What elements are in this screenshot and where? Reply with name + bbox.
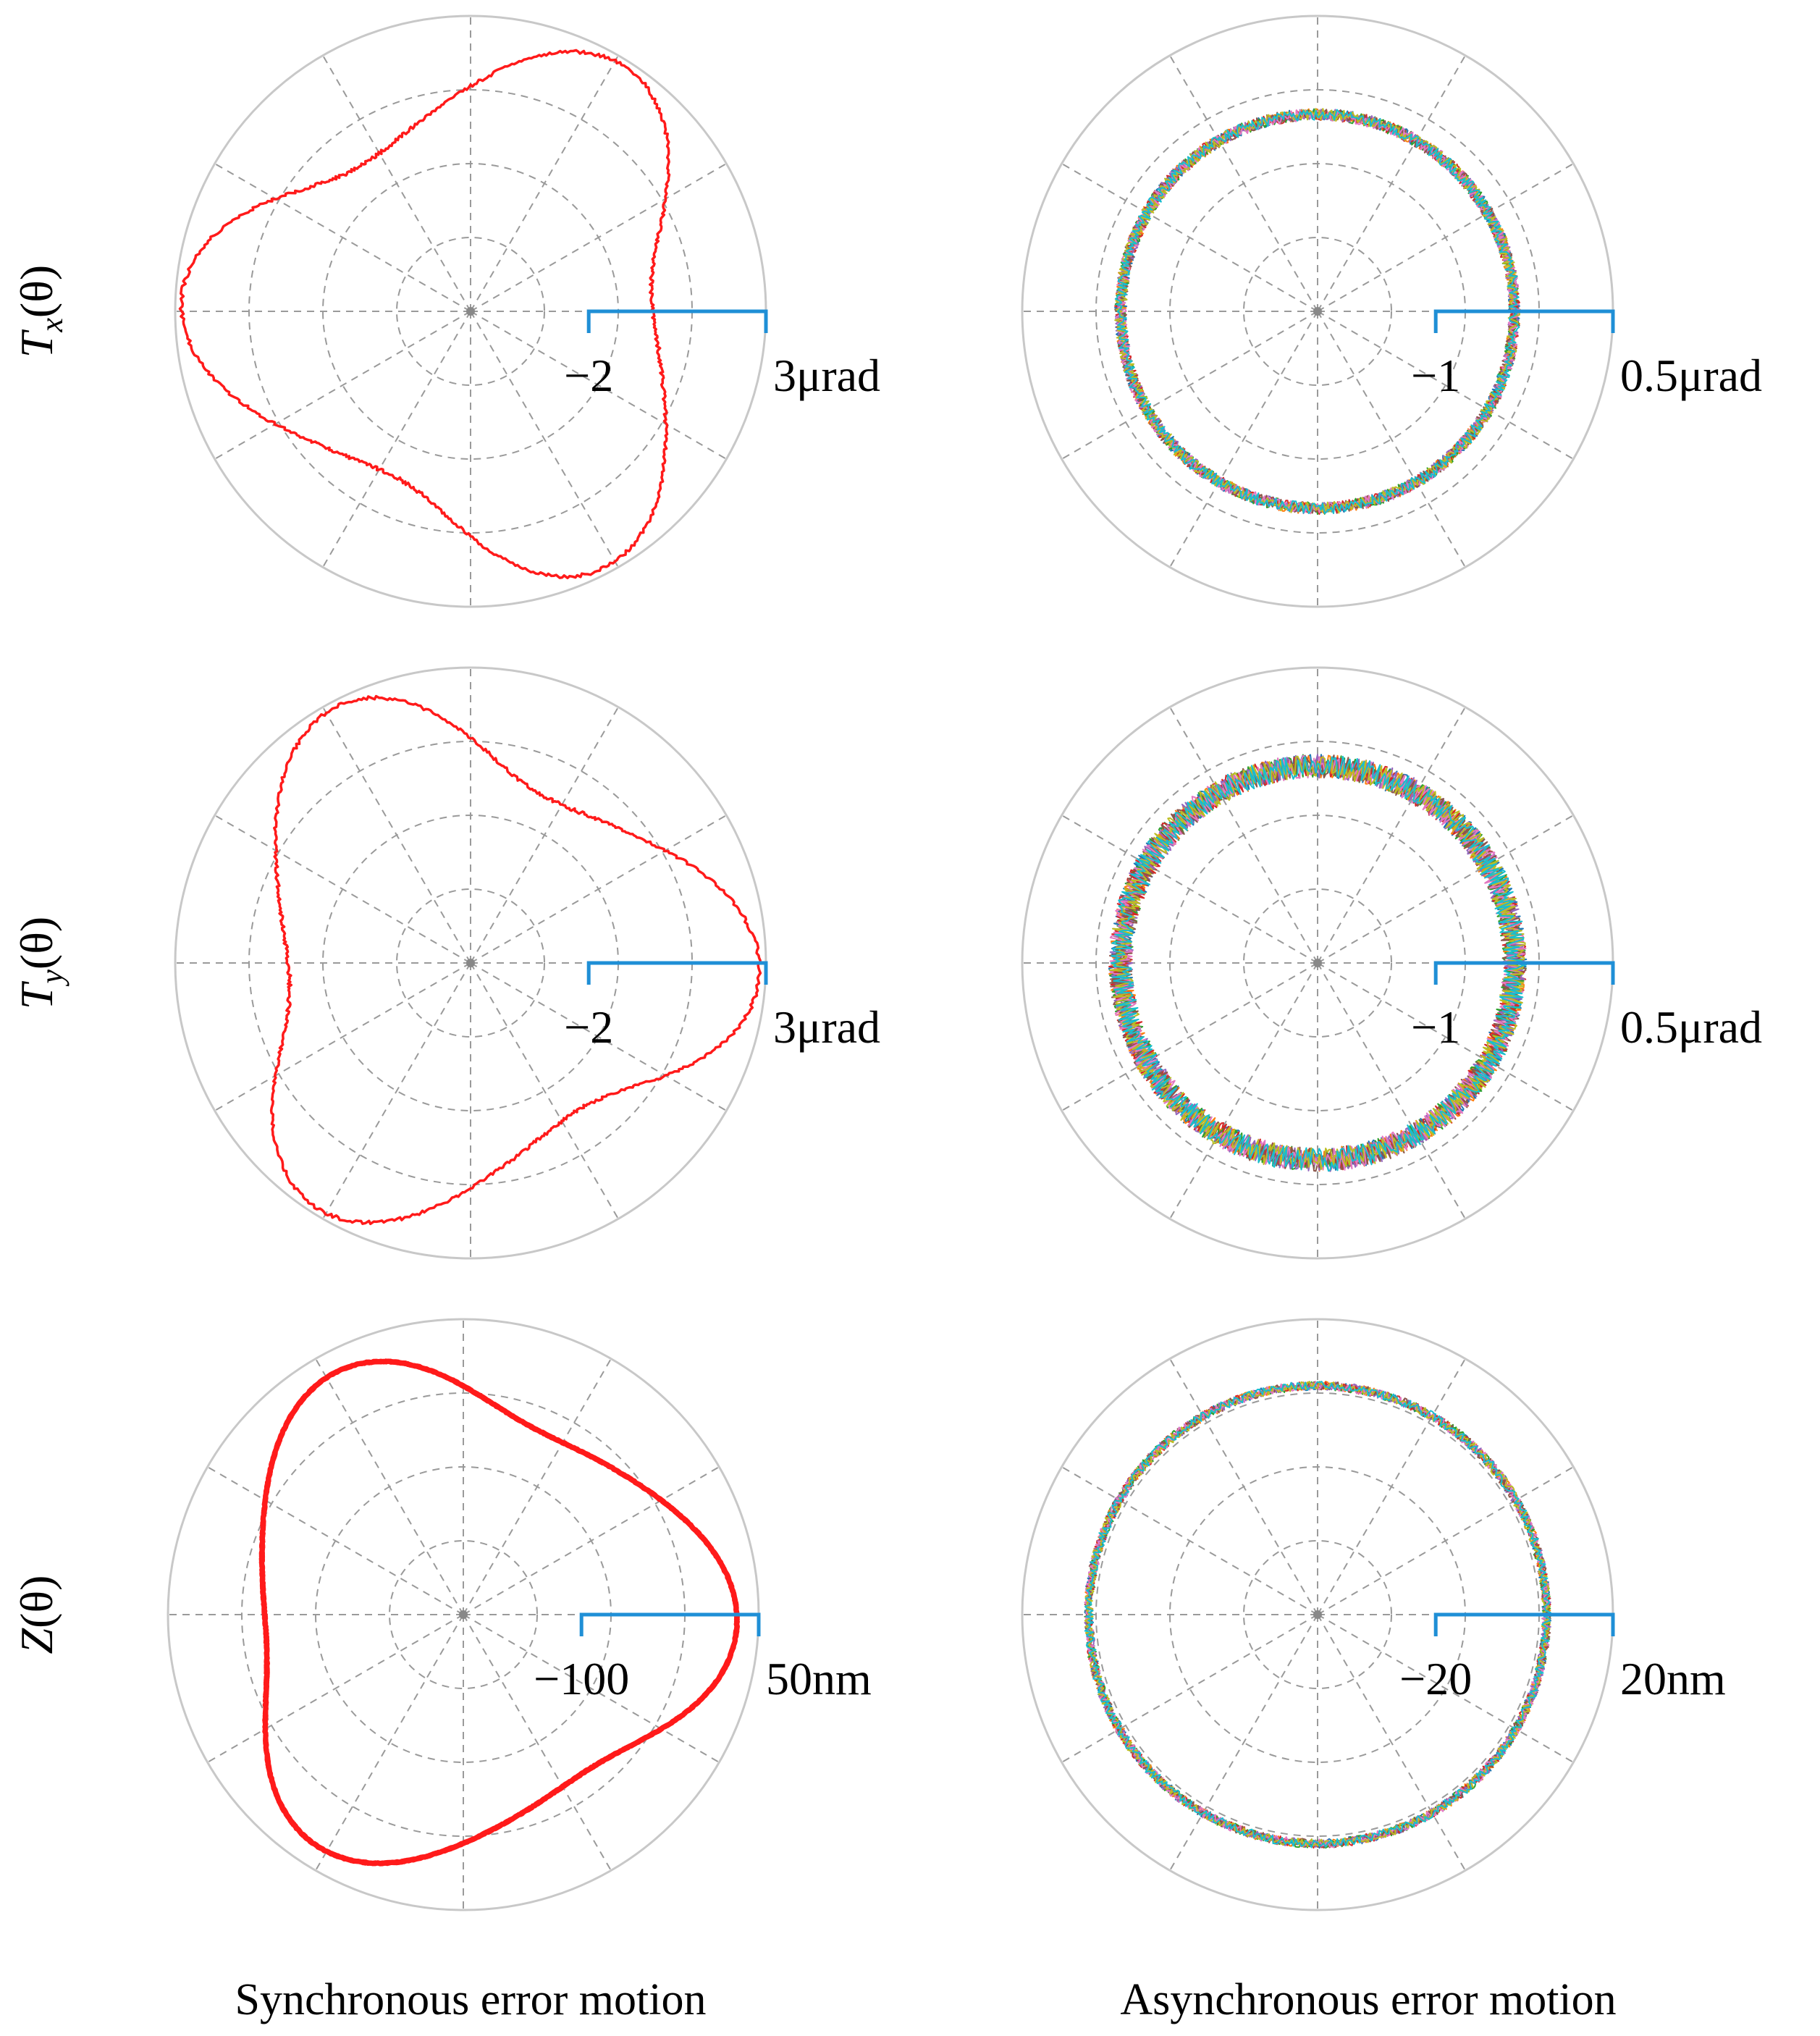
grid-spoke bbox=[214, 815, 471, 964]
polar-panel: −2 3μrad bbox=[174, 666, 880, 1260]
grid-spoke bbox=[463, 1466, 720, 1615]
center-dot bbox=[466, 959, 475, 967]
row-label-ty: Ty(θ) bbox=[11, 917, 69, 1009]
grid-spoke bbox=[1317, 1614, 1574, 1763]
grid-spoke bbox=[1169, 962, 1318, 1219]
grid-spoke bbox=[1061, 815, 1318, 964]
center-dot bbox=[459, 1610, 468, 1619]
grid-spoke bbox=[1169, 1614, 1318, 1871]
scale-bar bbox=[1433, 1612, 1615, 1636]
scale-max-label: 20nm bbox=[1620, 1653, 1726, 1704]
scale-bar bbox=[579, 1612, 761, 1636]
grid-spoke bbox=[470, 962, 619, 1219]
caption-synchronous: Synchronous error motion bbox=[235, 1975, 707, 2024]
grid-spoke bbox=[322, 707, 471, 964]
polar-panel: −20 20nm bbox=[1021, 1318, 1726, 1911]
polar-panel: −1 0.5μrad bbox=[1021, 14, 1762, 608]
center-dot bbox=[1313, 1610, 1322, 1619]
grid-spoke bbox=[1317, 311, 1466, 568]
grid-ring bbox=[396, 888, 545, 1038]
grid-spoke bbox=[470, 815, 727, 964]
grid-spoke bbox=[322, 962, 471, 1219]
polar-panels: −2 3μrad −1 0.5μrad −2 3μrad −1 0.5μrad −100 50nm… bbox=[167, 14, 1762, 1911]
polar-panel: −2 3μrad bbox=[174, 14, 880, 608]
grid-spoke bbox=[214, 311, 471, 460]
grid-spoke bbox=[1317, 962, 1574, 1111]
grid-spoke bbox=[207, 1466, 464, 1615]
scale-max-label: 0.5μrad bbox=[1620, 350, 1762, 401]
caption-asynchronous: Asynchronous error motion bbox=[1120, 1975, 1616, 2024]
polar-panel: −100 50nm bbox=[167, 1318, 872, 1911]
scale-max-label: 50nm bbox=[766, 1653, 872, 1704]
scale-min-label: −2 bbox=[564, 350, 613, 401]
grid-spoke bbox=[1317, 1614, 1466, 1871]
scale-max-label: 0.5μrad bbox=[1620, 1001, 1762, 1053]
scale-max-label: 3μrad bbox=[773, 350, 880, 401]
scale-min-label: −1 bbox=[1411, 1001, 1460, 1053]
grid-spoke bbox=[470, 163, 727, 312]
grid-spoke bbox=[1061, 311, 1318, 460]
grid-spoke bbox=[463, 1358, 612, 1615]
grid-spoke bbox=[1317, 815, 1574, 964]
scale-max-label: 3μrad bbox=[773, 1001, 880, 1053]
scale-bar bbox=[1433, 961, 1615, 985]
grid-ring bbox=[389, 1540, 538, 1689]
grid-spoke bbox=[1317, 163, 1574, 312]
grid-spoke bbox=[1317, 707, 1466, 964]
scale-bar bbox=[586, 309, 768, 333]
grid-spoke bbox=[214, 962, 471, 1111]
grid-spoke bbox=[214, 163, 471, 312]
polar-panel: −1 0.5μrad bbox=[1021, 666, 1762, 1260]
grid-spoke bbox=[315, 1614, 464, 1871]
trace-line bbox=[1084, 1381, 1551, 1848]
scale-min-label: −1 bbox=[1411, 350, 1460, 401]
center-dot bbox=[466, 307, 475, 316]
grid-ring bbox=[1243, 237, 1392, 386]
grid-spoke bbox=[470, 707, 619, 964]
grid-spoke bbox=[1317, 1466, 1574, 1615]
grid-spoke bbox=[470, 962, 727, 1111]
trace-line bbox=[1114, 109, 1520, 515]
grid-spoke bbox=[1169, 707, 1318, 964]
grid-spoke bbox=[470, 55, 619, 312]
scale-min-label: −100 bbox=[534, 1653, 629, 1704]
center-dot bbox=[1313, 959, 1322, 967]
grid-spoke bbox=[1061, 1466, 1318, 1615]
trace-line bbox=[258, 1358, 740, 1867]
grid-ring bbox=[1243, 1540, 1392, 1689]
grid-spoke bbox=[1317, 962, 1466, 1219]
grid-spoke bbox=[1317, 1358, 1466, 1615]
grid-spoke bbox=[463, 1614, 720, 1763]
scale-min-label: −20 bbox=[1399, 1653, 1472, 1704]
trace-line bbox=[1110, 755, 1527, 1172]
grid-ring bbox=[396, 237, 545, 386]
grid-spoke bbox=[470, 311, 619, 568]
grid-spoke bbox=[1169, 55, 1318, 312]
grid-spoke bbox=[1061, 1614, 1318, 1763]
trace-line bbox=[178, 49, 671, 580]
scale-bar bbox=[1433, 309, 1615, 333]
grid-spoke bbox=[322, 55, 471, 312]
grid-spoke bbox=[207, 1614, 464, 1763]
grid-spoke bbox=[470, 311, 727, 460]
grid-spoke bbox=[1061, 163, 1318, 312]
grid-spoke bbox=[1169, 311, 1318, 568]
scale-min-label: −2 bbox=[564, 1001, 613, 1053]
grid-spoke bbox=[1061, 962, 1318, 1111]
trace-line bbox=[269, 694, 762, 1226]
row-label-z: Z(θ) bbox=[11, 1576, 62, 1654]
row-label-tx: Tx(θ) bbox=[11, 265, 69, 358]
trace-line bbox=[258, 1358, 740, 1867]
grid-spoke bbox=[322, 311, 471, 568]
grid-ring bbox=[1243, 888, 1392, 1038]
grid-spoke bbox=[315, 1358, 464, 1615]
grid-spoke bbox=[1317, 55, 1466, 312]
grid-spoke bbox=[1169, 1358, 1318, 1615]
scale-bar bbox=[586, 961, 768, 985]
center-dot bbox=[1313, 307, 1322, 316]
grid-spoke bbox=[1317, 311, 1574, 460]
grid-spoke bbox=[463, 1614, 612, 1871]
